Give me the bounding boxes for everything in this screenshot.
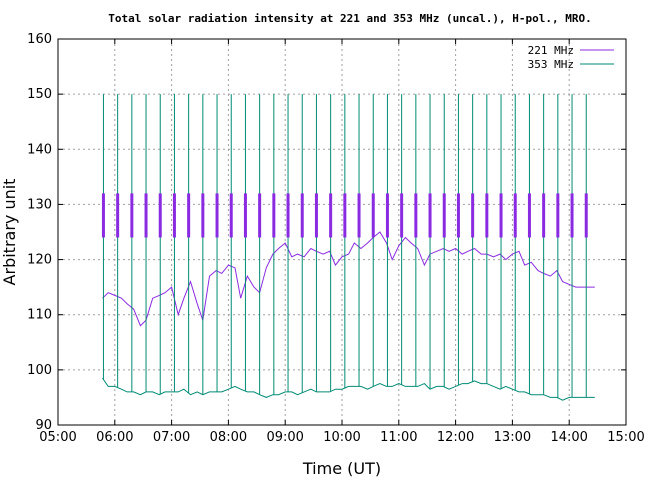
- axes: 05:00 06:00 07:00 08:00 09:00 10:00 11:00 12:00…: [27, 32, 645, 445]
- x-tick-label: 13:00: [494, 430, 531, 445]
- series-221-mhz-line: [102, 231, 595, 327]
- y-tick-label: 160: [27, 32, 52, 47]
- x-tick-label: 06:00: [96, 430, 133, 445]
- legend: 221 MHz 353 MHz: [528, 44, 614, 71]
- y-tick-label: 100: [27, 363, 52, 378]
- x-tick-label: 07:00: [153, 430, 190, 445]
- series-353-mhz-line: [102, 377, 595, 401]
- x-tick-label: 10:00: [323, 430, 360, 445]
- x-tick-label: 09:00: [266, 430, 303, 445]
- y-axis-label: Arbitrary unit: [0, 179, 19, 286]
- y-tick-label: 110: [27, 308, 52, 323]
- x-tick-label: 12:00: [437, 430, 474, 445]
- y-tick-label: 120: [27, 253, 52, 268]
- chart-title: Total solar radiation intensity at 221 a…: [108, 12, 591, 25]
- x-tick-label: 05:00: [39, 430, 76, 445]
- series-layer: [101, 94, 595, 401]
- y-tick-label: 150: [27, 87, 52, 102]
- x-axis-label: Time (UT): [302, 459, 381, 478]
- x-tick-label: 15:00: [607, 430, 644, 445]
- y-tick-label: 140: [27, 142, 52, 157]
- grid: [58, 39, 626, 425]
- x-tick-label: 14:00: [550, 430, 587, 445]
- x-tick-label: 08:00: [210, 430, 247, 445]
- y-tick-label: 90: [35, 418, 52, 433]
- legend-label-221: 221 MHz: [528, 44, 574, 57]
- legend-label-353: 353 MHz: [528, 58, 574, 71]
- y-tick-label: 130: [27, 197, 52, 212]
- x-tick-label: 11:00: [380, 430, 417, 445]
